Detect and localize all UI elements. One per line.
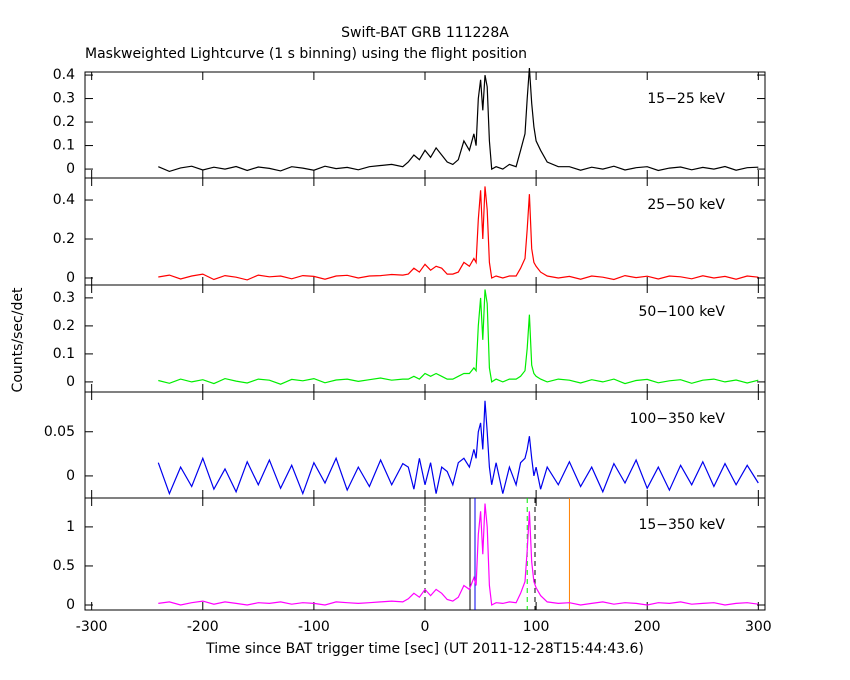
panel-frame [84,284,766,393]
y-tick-label: 0.3 [53,290,75,306]
light-curve [158,67,759,173]
panel-frame [84,177,766,286]
y-tick-label: 0 [66,374,75,390]
y-tick-label: 0.4 [53,192,75,208]
light-curve [157,400,759,496]
light-curve [158,289,759,385]
y-tick-label: 0.1 [53,346,75,362]
y-tick-label: 0 [66,270,75,286]
y-tick-label: 0.2 [53,114,75,130]
x-tick-label: 200 [634,619,661,635]
x-tick-label: -200 [187,619,219,635]
y-tick-label: 0.3 [53,91,75,107]
y-tick-label: 0.05 [44,424,75,440]
band-label: 15−25 keV [647,91,725,107]
band-label: 25−50 keV [647,197,725,213]
y-tick-label: 0 [66,161,75,177]
x-tick-label: -300 [76,619,108,635]
chart-subtitle: Maskweighted Lightcurve (1 s binning) us… [85,46,527,62]
panel-frame [84,71,766,179]
x-tick-label: -100 [298,619,330,635]
x-tick-label: 300 [745,619,772,635]
y-tick-label: 1 [66,519,75,535]
y-tick-label: 0 [66,468,75,484]
light-curve [158,503,759,606]
band-label: 50−100 keV [638,304,725,320]
y-tick-label: 0.1 [53,138,75,154]
x-axis-label: Time since BAT trigger time [sec] (UT 20… [205,641,644,657]
light-curve [158,186,759,281]
y-axis-label: Counts/sec/det [10,287,26,392]
y-tick-label: 0 [66,597,75,613]
chart-title: Swift-BAT GRB 111228A [341,25,509,41]
x-tick-label: 0 [421,619,430,635]
y-tick-label: 0.4 [53,67,75,83]
y-tick-label: 0.2 [53,231,75,247]
x-tick-label: 100 [523,619,550,635]
y-tick-label: 0.2 [53,318,75,334]
band-label: 100−350 keV [630,411,726,427]
y-tick-label: 0.5 [53,558,75,574]
band-label: 15−350 keV [638,517,725,533]
